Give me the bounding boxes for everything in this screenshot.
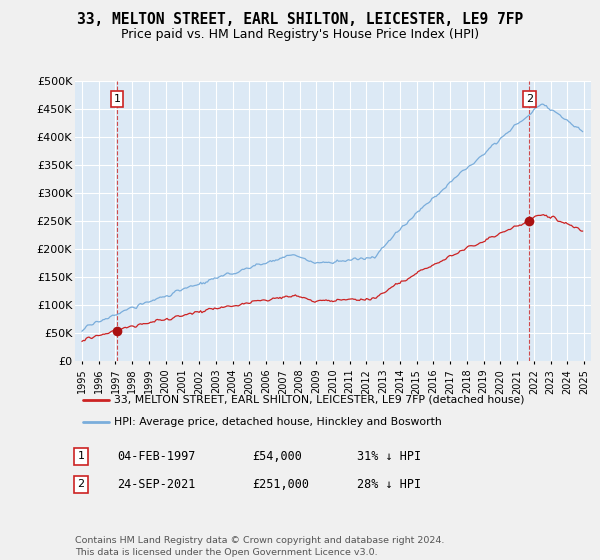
Text: £251,000: £251,000 bbox=[252, 478, 309, 491]
Text: 33, MELTON STREET, EARL SHILTON, LEICESTER, LE9 7FP: 33, MELTON STREET, EARL SHILTON, LEICEST… bbox=[77, 12, 523, 27]
Text: 04-FEB-1997: 04-FEB-1997 bbox=[117, 450, 196, 463]
Text: Contains HM Land Registry data © Crown copyright and database right 2024.
This d: Contains HM Land Registry data © Crown c… bbox=[75, 536, 445, 557]
Text: 2: 2 bbox=[526, 94, 533, 104]
Text: 1: 1 bbox=[113, 94, 121, 104]
Text: 28% ↓ HPI: 28% ↓ HPI bbox=[357, 478, 421, 491]
Text: £54,000: £54,000 bbox=[252, 450, 302, 463]
Text: 1: 1 bbox=[77, 451, 85, 461]
Text: HPI: Average price, detached house, Hinckley and Bosworth: HPI: Average price, detached house, Hinc… bbox=[114, 417, 442, 427]
Text: Price paid vs. HM Land Registry's House Price Index (HPI): Price paid vs. HM Land Registry's House … bbox=[121, 28, 479, 41]
Text: 31% ↓ HPI: 31% ↓ HPI bbox=[357, 450, 421, 463]
Text: 24-SEP-2021: 24-SEP-2021 bbox=[117, 478, 196, 491]
Text: 2: 2 bbox=[77, 479, 85, 489]
Text: 33, MELTON STREET, EARL SHILTON, LEICESTER, LE9 7FP (detached house): 33, MELTON STREET, EARL SHILTON, LEICEST… bbox=[114, 395, 524, 405]
